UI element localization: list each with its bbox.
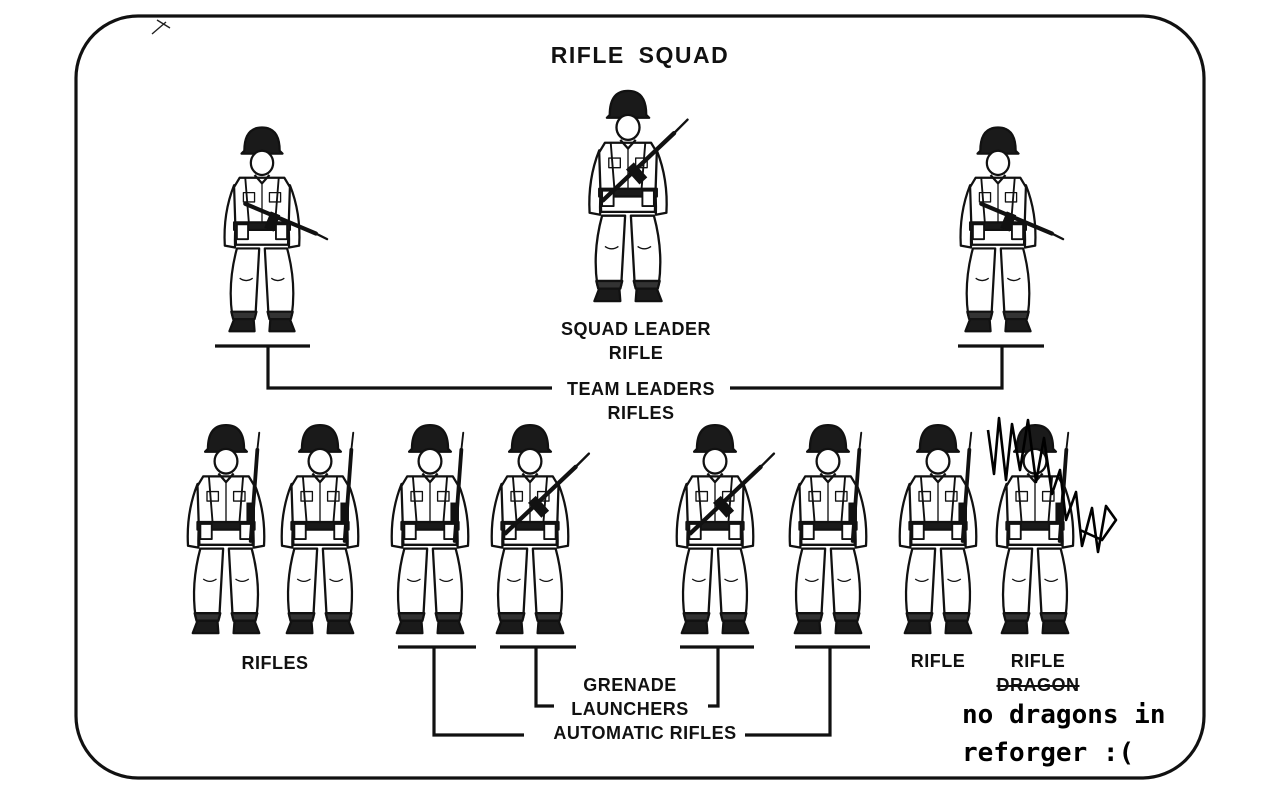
- scribble-mark: [986, 416, 1118, 554]
- soldier-team-leader-left: [223, 126, 328, 333]
- label-rifle-single: RIFLE: [910, 651, 966, 671]
- label-squad-leader-weapon: RIFLE: [608, 343, 664, 363]
- soldier-automatic-rifleman: [788, 423, 868, 635]
- soldier-rifleman: [186, 423, 266, 635]
- label-team-leaders: TEAM LEADERS: [536, 379, 746, 399]
- soldier-automatic-rifleman: [390, 423, 470, 635]
- label-automatic-rifles-text: AUTOMATIC RIFLES: [548, 723, 742, 743]
- soldier-team-leader-right: [959, 126, 1064, 333]
- soldier-rifleman: [280, 423, 360, 635]
- label-squad-leader: SQUAD LEADER: [560, 319, 711, 339]
- soldier-rifleman: [898, 423, 978, 635]
- corner-scratch: [151, 19, 171, 35]
- handwritten-note-line1: no dragons in: [962, 700, 1166, 730]
- handwritten-note-line2: reforger :(: [962, 738, 1135, 768]
- label-rifle-dragon-rifle: RIFLE: [1010, 651, 1066, 671]
- label-dragon-struck: DRAGON: [996, 675, 1080, 695]
- label-team-leaders-weapon: RIFLES: [607, 403, 675, 423]
- label-grenade-launchers-line2: LAUNCHERS: [571, 699, 689, 719]
- soldier-grenadier: [490, 423, 589, 635]
- outer-frame: [74, 14, 1206, 780]
- soldier-squad-leader: [588, 89, 687, 303]
- connector-lines: [215, 344, 1044, 737]
- label-rifles-group: RIFLES: [241, 653, 309, 673]
- diagram-title: RIFLE SQUAD: [550, 42, 730, 68]
- label-automatic-rifles: AUTOMATIC RIFLES: [500, 723, 790, 743]
- label-team-leaders-text: TEAM LEADERS: [561, 379, 720, 399]
- soldier-grenadier: [675, 423, 774, 635]
- label-grenade-launchers: GRENADE: [583, 675, 677, 695]
